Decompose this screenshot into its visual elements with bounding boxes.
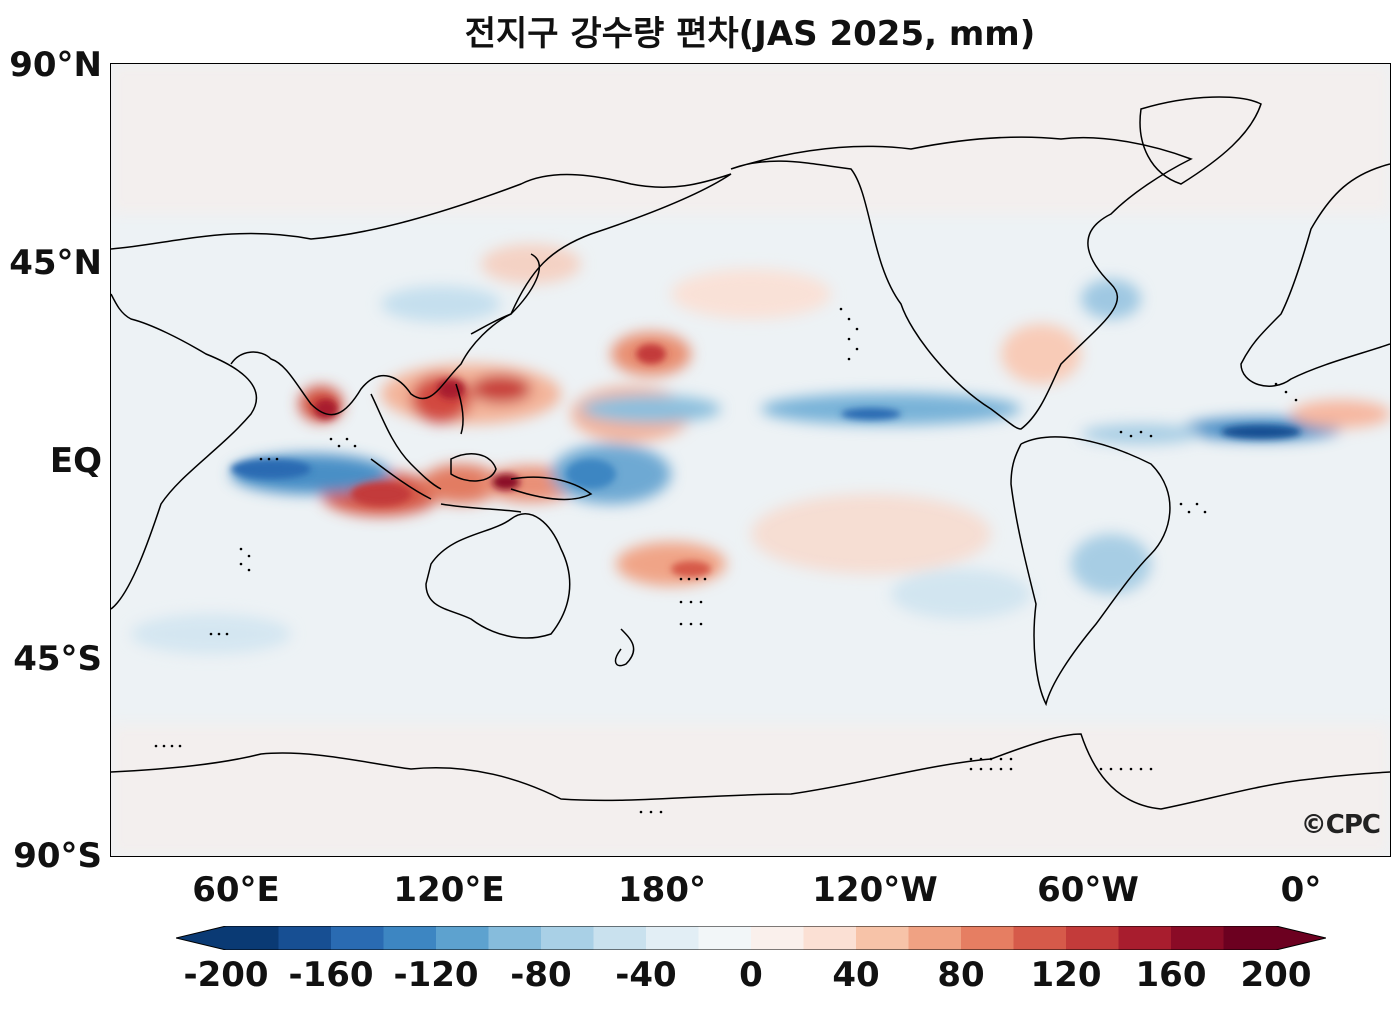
coastlines: [111, 96, 1390, 810]
lon-label-120e: 120°E: [393, 870, 505, 910]
coastline-europe: [1240, 163, 1390, 387]
coastline-indochina: [370, 393, 442, 490]
colorbar-bin: [541, 926, 594, 950]
anomaly-peaks: [231, 344, 1301, 577]
colorbar-tick-label: 0: [739, 955, 763, 995]
colorbar-bin: [961, 926, 1014, 950]
lon-label-120w: 120°W: [812, 870, 938, 910]
colorbar-bin: [331, 926, 384, 950]
coastline-philippines: [455, 383, 464, 435]
colorbar-bin: [488, 926, 542, 950]
coastline-antarctica: [111, 733, 1390, 810]
colorbar-bin: [856, 926, 909, 950]
lat-label-eq: EQ: [49, 441, 102, 481]
colorbar-tick-label: -40: [615, 955, 677, 995]
colorbar-tick-label: -160: [288, 955, 374, 995]
colorbar-bin: [1013, 926, 1067, 950]
colorbar-tick-label: 40: [832, 955, 880, 995]
colorbar-tick-label: 80: [937, 955, 985, 995]
colorbar: [175, 925, 1327, 951]
coastline-africa: [111, 293, 258, 610]
lat-label-45n: 45°N: [9, 243, 102, 283]
lon-label-60w: 60°W: [1037, 870, 1139, 910]
colorbar-svg: [175, 925, 1327, 951]
colorbar-bin: [908, 926, 962, 950]
lon-label-180: 180°: [618, 870, 706, 910]
lat-label-90n: 90°N: [9, 45, 102, 85]
lat-label-45s: 45°S: [13, 639, 102, 679]
coastline-japan: [470, 253, 541, 335]
colorbar-bin: [698, 926, 752, 950]
coastline-australia: [425, 513, 571, 639]
coastline-java: [440, 503, 522, 513]
coastline-south-america: [1010, 436, 1171, 707]
coastline-new-zealand: [614, 628, 635, 667]
colorbar-bin: [278, 926, 332, 950]
map-canvas: [111, 64, 1390, 856]
lon-label-0: 0°: [1280, 870, 1322, 910]
colorbar-bin: [646, 926, 699, 950]
colorbar-bin: [803, 926, 857, 950]
coastline-borneo: [450, 453, 497, 482]
colorbar-bin: [1171, 926, 1224, 950]
colorbar-bin: [1066, 926, 1119, 950]
colorbar-tick-label: -120: [393, 955, 479, 995]
colorbar-bin: [436, 926, 489, 950]
cpc-logo: ©CPC: [1300, 810, 1381, 840]
colorbar-bin: [383, 926, 437, 950]
colorbar-bin: [1118, 926, 1172, 950]
significance-stipple: [154, 307, 1298, 814]
colorbar-bin: [751, 926, 804, 950]
coastline-sumatra: [370, 458, 432, 500]
coastline-greenland: [1139, 96, 1262, 185]
colorbar-tick-label: -80: [510, 955, 572, 995]
colorbar-bin: [1223, 926, 1277, 950]
lat-label-90s: 90°S: [13, 836, 102, 876]
colorbar-extend-high: [1276, 926, 1326, 950]
colorbar-tick-label: 120: [1030, 955, 1102, 995]
lon-label-60e: 60°E: [192, 870, 280, 910]
colorbar-bin: [593, 926, 647, 950]
precip-anomaly-map: ©CPC: [110, 63, 1391, 857]
colorbar-tick-label: -200: [183, 955, 269, 995]
colorbar-tick-label: 160: [1135, 955, 1207, 995]
coastline-new-guinea: [510, 476, 593, 501]
coastline-asia: [111, 173, 732, 416]
map-title: 전지구 강수량 편차(JAS 2025, mm): [464, 14, 1036, 54]
colorbar-bin: [226, 926, 279, 950]
anomaly-field: [111, 64, 1390, 856]
coastline-north-america: [730, 136, 1193, 430]
colorbar-tick-label: 200: [1240, 955, 1312, 995]
colorbar-extend-low: [176, 926, 226, 950]
